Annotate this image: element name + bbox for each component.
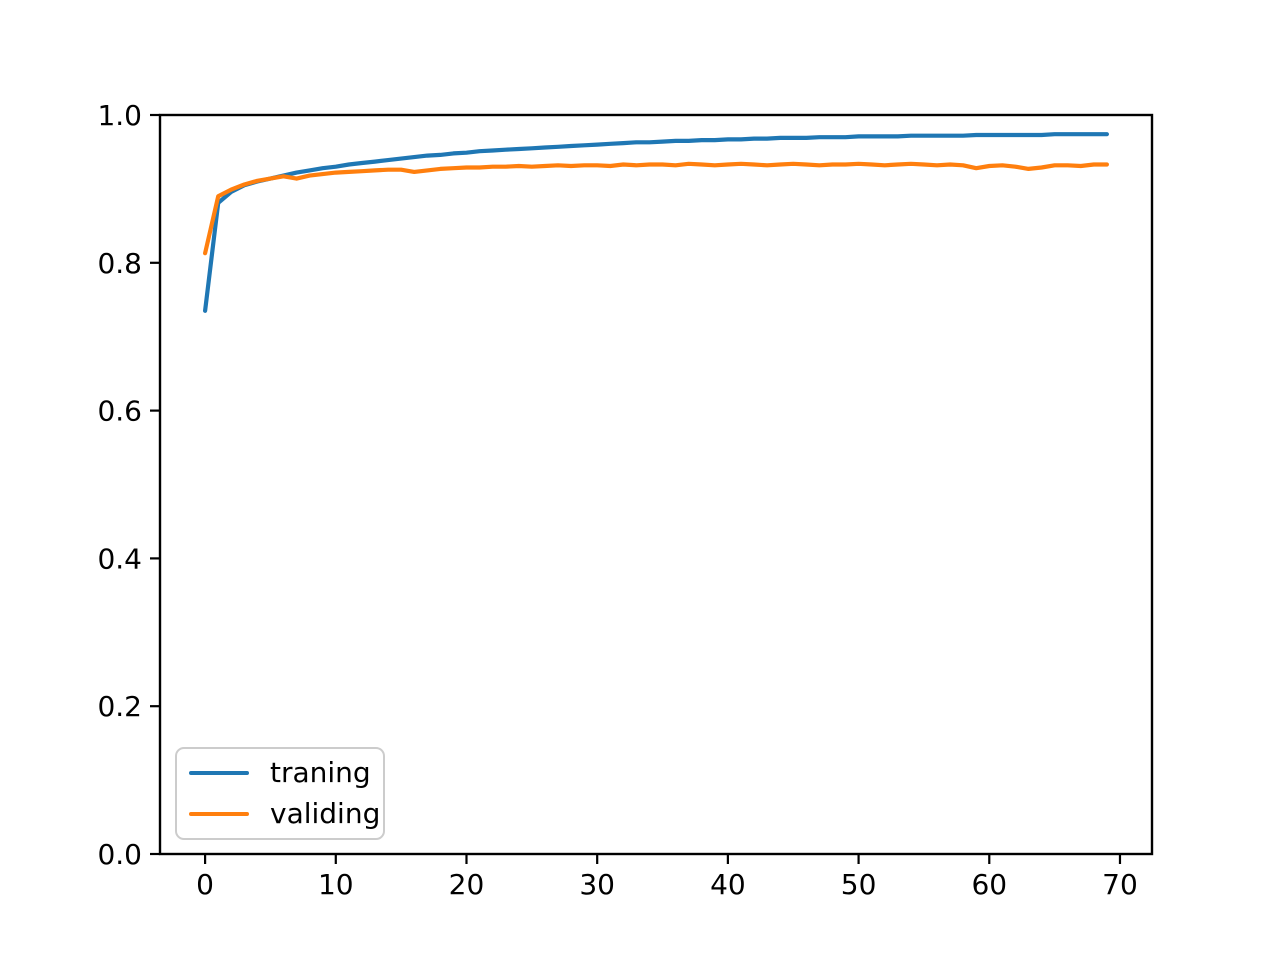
x-tick-label: 60	[971, 868, 1007, 901]
legend-line-swatch-traning	[189, 771, 249, 776]
x-tick-label: 0	[196, 868, 214, 901]
legend-label-traning: traning	[270, 756, 371, 790]
y-tick-label: 0.4	[97, 542, 142, 575]
legend-item-traning: traning	[189, 753, 371, 793]
y-tick-label: 1.0	[97, 99, 142, 132]
legend-label-validing: validing	[270, 796, 381, 830]
y-tick-label: 0.0	[97, 838, 142, 871]
x-tick-label: 70	[1102, 868, 1138, 901]
legend: traning validing	[175, 747, 385, 840]
y-tick-label: 0.8	[97, 247, 142, 280]
x-tick-label: 20	[449, 868, 485, 901]
y-tick-label: 0.6	[97, 395, 142, 428]
legend-item-validing: validing	[189, 794, 380, 834]
plot-border	[158, 113, 1154, 856]
y-tick-label: 0.2	[97, 690, 142, 723]
series-line-validing	[203, 161, 1110, 256]
x-tick-label: 40	[710, 868, 746, 901]
x-tick-label: 50	[841, 868, 877, 901]
x-tick-label: 30	[579, 868, 615, 901]
x-tick-label: 10	[318, 868, 354, 901]
legend-line-swatch-validing	[189, 811, 249, 816]
series-line-traning	[203, 132, 1110, 313]
